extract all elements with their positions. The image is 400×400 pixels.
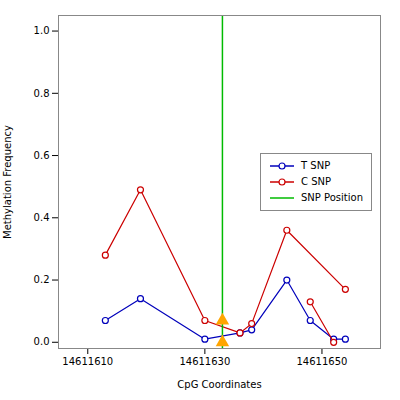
svg-text:CpG Coordinates: CpG Coordinates <box>177 379 261 390</box>
svg-text:1.0: 1.0 <box>34 25 50 36</box>
svg-text:14611610: 14611610 <box>62 356 113 367</box>
html-text:T SNP: T SNP <box>301 159 331 171</box>
svg-text:Methylation Frequency: Methylation Frequency <box>2 125 13 239</box>
svg-text:14611630: 14611630 <box>179 356 230 367</box>
svg-text:14611650: 14611650 <box>297 356 348 367</box>
svg-text:0.8: 0.8 <box>34 88 50 99</box>
svg-text:0.2: 0.2 <box>34 274 50 285</box>
svg-text:0.6: 0.6 <box>34 150 50 161</box>
html-text:C SNP: C SNP <box>301 175 331 187</box>
svg-text:0.0: 0.0 <box>34 336 50 347</box>
svg-text:0.4: 0.4 <box>34 212 50 223</box>
html-text:SNP Position: SNP Position <box>301 191 363 203</box>
